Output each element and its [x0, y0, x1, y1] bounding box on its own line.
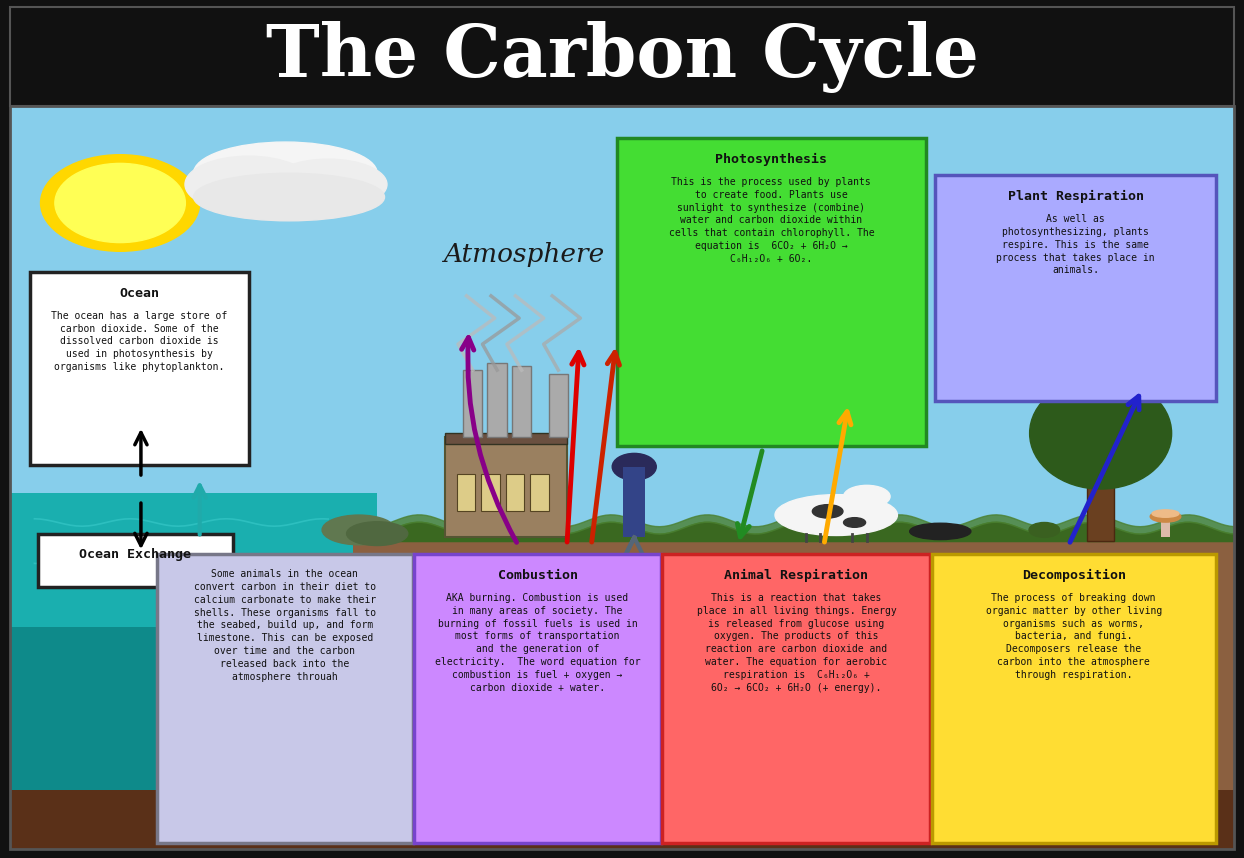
Ellipse shape	[1151, 511, 1181, 523]
Ellipse shape	[270, 159, 387, 209]
Bar	[444, 437, 567, 537]
Ellipse shape	[843, 517, 866, 528]
Bar	[530, 474, 549, 511]
Text: Ocean: Ocean	[119, 287, 159, 300]
Ellipse shape	[1070, 263, 1131, 314]
Ellipse shape	[1152, 510, 1179, 517]
FancyBboxPatch shape	[157, 554, 413, 843]
Bar	[623, 467, 646, 537]
Ellipse shape	[1040, 341, 1162, 437]
Ellipse shape	[347, 522, 408, 546]
Text: Plant Respiration: Plant Respiration	[1008, 190, 1143, 203]
Ellipse shape	[775, 494, 897, 535]
Bar	[549, 374, 569, 437]
FancyBboxPatch shape	[932, 554, 1215, 843]
FancyBboxPatch shape	[414, 554, 661, 843]
Bar	[488, 363, 508, 437]
Ellipse shape	[1030, 378, 1172, 489]
Text: The ocean has a large store of
carbon dioxide. Some of the
dissolved carbon diox: The ocean has a large store of carbon di…	[51, 311, 228, 372]
Bar	[1087, 437, 1115, 541]
Bar	[481, 474, 500, 511]
Ellipse shape	[1029, 523, 1060, 537]
FancyBboxPatch shape	[39, 534, 233, 587]
Ellipse shape	[812, 505, 843, 518]
Text: The Carbon Cycle: The Carbon Cycle	[265, 21, 979, 93]
Ellipse shape	[194, 173, 384, 221]
FancyBboxPatch shape	[935, 176, 1215, 402]
Text: AKA burning. Combustion is used
in many areas of society. The
burning of fossil : AKA burning. Combustion is used in many …	[434, 593, 641, 692]
Circle shape	[41, 154, 200, 251]
Ellipse shape	[843, 486, 889, 508]
Bar	[444, 433, 567, 444]
Ellipse shape	[909, 523, 970, 540]
Bar	[511, 366, 531, 437]
Ellipse shape	[1049, 307, 1152, 389]
Text: This is the process used by plants
to create food. Plants use
sunlight to synthe: This is the process used by plants to cr…	[668, 177, 875, 263]
Bar	[353, 537, 1234, 849]
Text: Ocean Exchange: Ocean Exchange	[80, 548, 192, 561]
FancyBboxPatch shape	[617, 138, 926, 446]
Text: Some animals in the ocean
convert carbon in their diet to
calcium carbonate to m: Some animals in the ocean convert carbon…	[194, 570, 376, 682]
Bar	[10, 790, 1234, 849]
FancyBboxPatch shape	[30, 272, 249, 464]
Text: Photosynthesis: Photosynthesis	[715, 154, 827, 166]
Text: Atmosphere: Atmosphere	[443, 243, 605, 268]
Bar	[457, 474, 475, 511]
Text: The process of breaking down
organic matter by other living
organisms such as wo: The process of breaking down organic mat…	[985, 593, 1162, 680]
Circle shape	[612, 453, 657, 480]
Text: Decomposition: Decomposition	[1021, 570, 1126, 583]
Ellipse shape	[185, 156, 312, 213]
Bar	[463, 370, 483, 437]
Ellipse shape	[1057, 281, 1143, 347]
Bar	[1161, 519, 1171, 537]
Text: Combustion: Combustion	[498, 570, 577, 583]
Circle shape	[55, 163, 185, 243]
Bar	[506, 474, 524, 511]
Text: This is a reaction that takes
place in all living things. Energy
is released fro: This is a reaction that takes place in a…	[697, 593, 897, 692]
Bar	[10, 626, 377, 849]
Text: As well as
photosynthesizing, plants
respire. This is the same
process that take: As well as photosynthesizing, plants res…	[996, 214, 1154, 275]
Ellipse shape	[322, 515, 396, 545]
FancyBboxPatch shape	[662, 554, 931, 843]
Bar	[10, 492, 377, 849]
Text: Animal Respiration: Animal Respiration	[724, 570, 868, 583]
Ellipse shape	[194, 142, 377, 204]
